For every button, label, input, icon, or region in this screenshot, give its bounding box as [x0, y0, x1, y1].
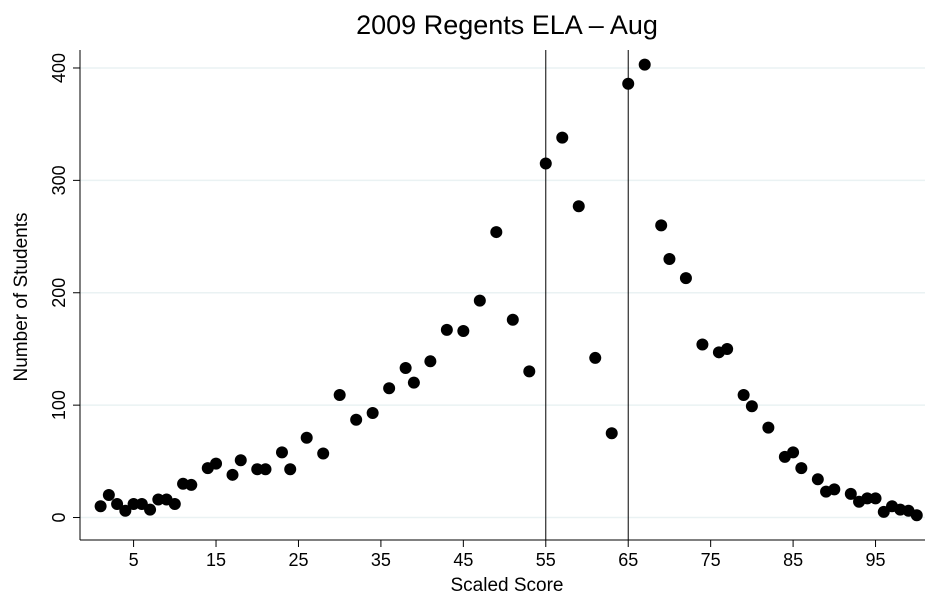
- point: [721, 342, 734, 355]
- point: [655, 219, 668, 232]
- point: [539, 157, 552, 170]
- point: [234, 454, 247, 467]
- y-tick-label: 400: [49, 53, 69, 83]
- point: [152, 493, 165, 506]
- x-tick-label: 85: [783, 550, 803, 570]
- x-tick-label: 5: [129, 550, 139, 570]
- chart-title: 2009 Regents ELA – Aug: [356, 10, 658, 40]
- point: [523, 365, 536, 378]
- x-tick-label: 65: [618, 550, 638, 570]
- point: [589, 351, 602, 364]
- point: [473, 294, 486, 307]
- point: [844, 487, 857, 500]
- point: [366, 407, 379, 420]
- point: [210, 457, 223, 470]
- point: [94, 500, 107, 513]
- point: [811, 473, 824, 486]
- y-tick-label: 0: [49, 513, 69, 523]
- point: [111, 498, 124, 511]
- point: [745, 400, 758, 413]
- point: [696, 338, 709, 351]
- point: [399, 362, 412, 375]
- x-axis-title: Scaled Score: [450, 575, 563, 596]
- point: [424, 355, 437, 368]
- point: [185, 478, 198, 491]
- point: [457, 324, 470, 337]
- point: [317, 447, 330, 460]
- point: [869, 492, 882, 505]
- point: [787, 446, 800, 459]
- point: [168, 498, 181, 511]
- y-tick-label: 100: [49, 390, 69, 420]
- point: [102, 489, 115, 502]
- point: [556, 131, 569, 144]
- point: [275, 446, 288, 459]
- point: [622, 77, 635, 90]
- x-tick-label: 55: [536, 550, 556, 570]
- point: [861, 492, 874, 505]
- point: [490, 226, 503, 239]
- point: [663, 253, 676, 266]
- point: [383, 382, 396, 395]
- point: [407, 376, 420, 389]
- point: [910, 509, 923, 522]
- x-tick-label: 35: [371, 550, 391, 570]
- point: [119, 504, 132, 517]
- point: [333, 389, 346, 402]
- point: [226, 468, 239, 481]
- point: [350, 413, 363, 426]
- point: [679, 272, 692, 285]
- y-tick-label: 200: [49, 278, 69, 308]
- point: [605, 427, 618, 440]
- x-tick-label: 75: [701, 550, 721, 570]
- point: [795, 462, 808, 475]
- point: [572, 200, 585, 213]
- point: [300, 431, 313, 444]
- point: [762, 421, 775, 434]
- x-tick-label: 25: [288, 550, 308, 570]
- x-tick-label: 95: [866, 550, 886, 570]
- point: [251, 463, 264, 476]
- point: [127, 498, 140, 511]
- x-tick-label: 15: [206, 550, 226, 570]
- point: [284, 463, 297, 476]
- point: [638, 58, 651, 71]
- point: [828, 483, 841, 496]
- y-tick-label: 300: [49, 165, 69, 195]
- point: [259, 463, 272, 476]
- point: [737, 389, 750, 402]
- point: [144, 503, 157, 516]
- x-tick-label: 45: [453, 550, 473, 570]
- point: [440, 323, 453, 336]
- y-axis-title: Number of Students: [11, 213, 32, 382]
- point: [506, 313, 519, 326]
